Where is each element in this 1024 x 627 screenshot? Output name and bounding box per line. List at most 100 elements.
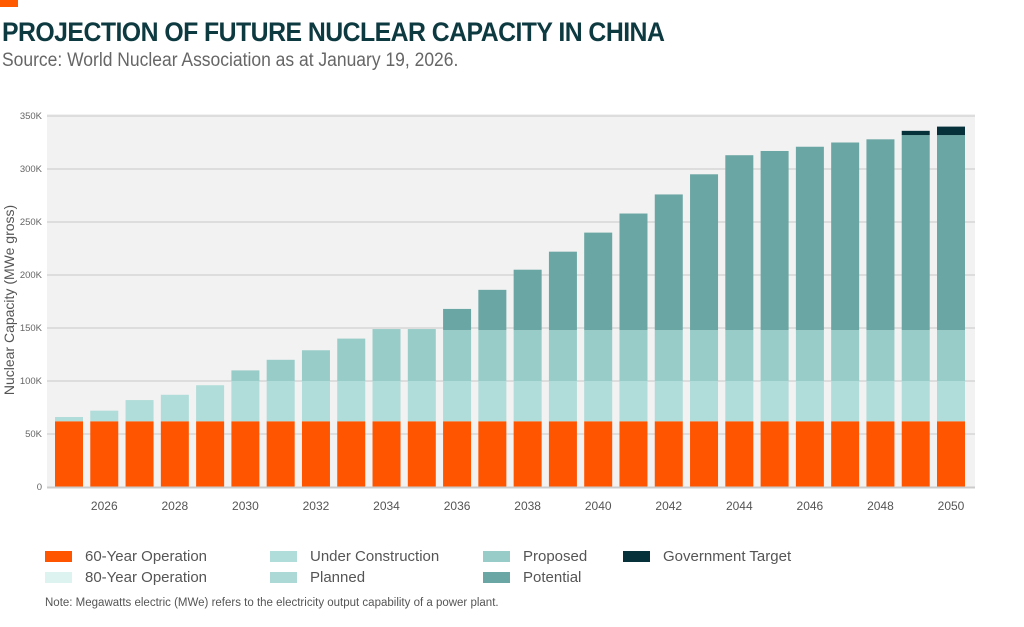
bar-segment-under-construction — [866, 381, 895, 422]
legend-label: Potential — [523, 569, 582, 586]
bar-segment-proposed — [478, 330, 507, 381]
stacked-bar-chart: 0 50K 100K 150K 200K 250K 300K 350K 2026 2028 2030… — [1, 111, 975, 513]
bar-segment-under-construction — [513, 381, 542, 422]
bar-segment-60-year-operation — [478, 421, 507, 487]
bar-segment-proposed — [513, 330, 542, 381]
bar-segment-60-year-operation — [725, 421, 754, 487]
y-tick-label: 200K — [20, 270, 43, 281]
bar-segment-under-construction — [548, 381, 577, 422]
bar-segment-under-construction — [90, 410, 119, 422]
bar-segment-proposed — [301, 350, 330, 381]
bar-segment-under-construction — [266, 381, 295, 422]
legend-item: Government Target — [623, 548, 791, 565]
bar-segment-potential — [725, 155, 754, 331]
bar-segment-under-construction — [690, 381, 719, 422]
x-tick-label: 2046 — [797, 499, 824, 513]
x-tick-label: 2034 — [373, 499, 400, 513]
bar-segment-under-construction — [654, 381, 683, 422]
bar-segment-proposed — [690, 330, 719, 381]
bar-segment-proposed — [584, 330, 613, 381]
bar-segment-60-year-operation — [196, 421, 225, 487]
bar-segment-government-target — [901, 130, 930, 136]
bar-segment-under-construction — [231, 381, 260, 422]
bar-segment-potential — [513, 269, 542, 331]
bar-segment-60-year-operation — [90, 421, 119, 487]
bar-segment-under-construction — [619, 381, 648, 422]
bar-segment-under-construction — [725, 381, 754, 422]
bar-segment-60-year-operation — [372, 421, 401, 487]
bar-segment-60-year-operation — [654, 421, 683, 487]
legend-label: Proposed — [523, 548, 588, 565]
bar-segment-proposed — [407, 329, 436, 381]
chart-subtitle: Source: World Nuclear Association as at … — [2, 50, 459, 71]
legend-label: 60-Year Operation — [85, 548, 208, 565]
legend-item: Potential — [483, 569, 581, 586]
legend-item: 80-Year Operation — [45, 569, 207, 586]
bar-segment-proposed — [795, 330, 824, 381]
y-tick-label: 250K — [20, 217, 43, 228]
bar-segment-60-year-operation — [584, 421, 613, 487]
y-tick-label: 350K — [20, 111, 43, 122]
x-tick-label: 2040 — [585, 499, 612, 513]
legend-swatch — [45, 572, 72, 583]
bar-segment-proposed — [831, 330, 860, 381]
bar-segment-under-construction — [301, 381, 330, 422]
bar-segment-60-year-operation — [795, 421, 824, 487]
y-axis-label: Nuclear Capacity (MWe gross) — [1, 205, 17, 395]
bar-segment-proposed — [866, 330, 895, 381]
bar-segment-60-year-operation — [831, 421, 860, 487]
bar-segment-proposed — [937, 330, 965, 381]
x-tick-label: 2032 — [303, 499, 330, 513]
bar-segment-potential — [866, 139, 895, 331]
bar-segment-60-year-operation — [901, 421, 930, 487]
y-tick-label: 300K — [20, 164, 43, 175]
legend-label: Planned — [310, 569, 366, 586]
footnote: Note: Megawatts electric (MWe) refers to… — [45, 597, 499, 609]
bar-segment-potential — [443, 308, 472, 331]
x-tick-label: 2028 — [161, 499, 188, 513]
x-tick-label: 2026 — [91, 499, 118, 513]
x-tick-label: 2048 — [867, 499, 894, 513]
bar-segment-potential — [654, 194, 683, 331]
legend-label: Government Target — [663, 548, 792, 565]
bar-segment-potential — [548, 251, 577, 331]
x-tick-label: 2044 — [726, 499, 753, 513]
bar-segment-under-construction — [372, 381, 401, 422]
bar-segment-government-target — [937, 126, 965, 136]
bar-segment-proposed — [760, 330, 789, 381]
bar-segment-60-year-operation — [866, 421, 895, 487]
bar-segment-potential — [478, 289, 507, 331]
bar-segment-60-year-operation — [513, 421, 542, 487]
legend-label: Under Construction — [310, 548, 440, 565]
bar-segment-proposed — [619, 330, 648, 381]
bar-segment-60-year-operation — [937, 421, 965, 487]
bar-segment-60-year-operation — [301, 421, 330, 487]
accent-bar — [0, 0, 18, 7]
bar-segment-60-year-operation — [266, 421, 295, 487]
y-tick-label: 150K — [20, 323, 43, 334]
y-tick-label: 50K — [25, 429, 43, 440]
bar-segment-60-year-operation — [160, 421, 189, 487]
bar-segment-under-construction — [937, 381, 965, 422]
bar-segment-potential — [901, 135, 930, 331]
bar-segment-under-construction — [196, 385, 225, 422]
bar-segment-proposed — [231, 370, 260, 381]
bar-segment-potential — [795, 146, 824, 331]
bar-segment-60-year-operation — [690, 421, 719, 487]
legend-label: 80-Year Operation — [85, 569, 208, 586]
bar-segment-under-construction — [443, 381, 472, 422]
bar-segment-60-year-operation — [619, 421, 648, 487]
bar-segment-potential — [619, 213, 648, 331]
bar-segment-under-construction — [795, 381, 824, 422]
bar-segment-60-year-operation — [407, 421, 436, 487]
bar-segment-proposed — [654, 330, 683, 381]
bar-segment-under-construction — [337, 381, 366, 422]
legend-item: Under Construction — [270, 548, 439, 565]
bar-segment-proposed — [548, 330, 577, 381]
x-tick-label: 2038 — [514, 499, 541, 513]
bar-segment-60-year-operation — [55, 421, 83, 487]
bar-segment-60-year-operation — [443, 421, 472, 487]
bar-segment-60-year-operation — [548, 421, 577, 487]
bar-segment-under-construction — [831, 381, 860, 422]
chart-title: PROJECTION OF FUTURE NUCLEAR CAPACITY IN… — [2, 17, 665, 47]
